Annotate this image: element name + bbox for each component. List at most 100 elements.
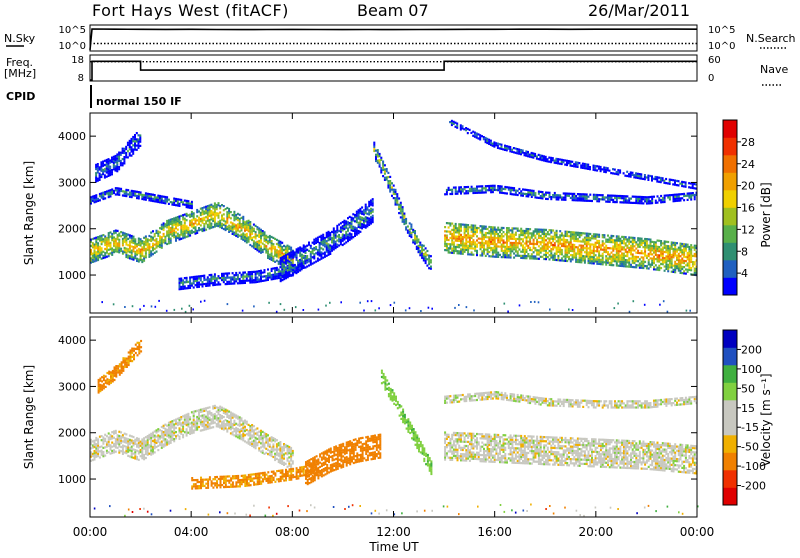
scatter-cell xyxy=(373,146,375,148)
scatter-cell xyxy=(671,256,673,258)
scatter-cell xyxy=(184,285,186,287)
scatter-cell xyxy=(584,241,586,243)
scatter-cell xyxy=(368,220,370,222)
scatter-cell xyxy=(106,165,108,167)
scatter-cell xyxy=(120,235,122,237)
scatter-cell xyxy=(639,267,641,269)
scatter-cell xyxy=(320,243,322,245)
scatter-cell xyxy=(596,242,598,244)
scatter-cell xyxy=(168,234,170,236)
scatter-cell xyxy=(214,205,216,207)
scatter-cell xyxy=(674,269,676,271)
scatter-cell xyxy=(559,247,561,249)
scatter-cell xyxy=(354,233,356,235)
scatter-cell xyxy=(125,152,127,154)
scatter-cell xyxy=(674,244,676,246)
scatter-cell xyxy=(186,277,188,279)
scatter-cell xyxy=(588,260,590,262)
scatter-cell xyxy=(646,246,648,248)
scatter-cell xyxy=(118,190,120,192)
scatter-cell xyxy=(239,218,241,220)
scatter-cell xyxy=(223,209,225,211)
scatter-cell xyxy=(230,211,232,213)
scatter-cell xyxy=(125,250,127,252)
scatter-cell xyxy=(326,240,328,242)
nave-label: Nave xyxy=(760,63,788,76)
scatter-cell xyxy=(161,197,163,199)
scatter-cell xyxy=(156,240,158,242)
scatter-cell xyxy=(510,248,512,250)
scatter-cell xyxy=(99,199,101,201)
scatter-cell xyxy=(600,198,602,200)
scatter-cell xyxy=(326,232,328,234)
scatter-cell xyxy=(644,238,646,240)
scatter-cell xyxy=(117,246,119,248)
scatter-cell xyxy=(214,221,216,223)
scatter-cell xyxy=(671,264,673,266)
scatter-cell xyxy=(214,209,216,211)
scatter-cell xyxy=(465,241,467,243)
scatter-cell xyxy=(111,161,113,163)
scatter-cell xyxy=(117,441,119,443)
scatter-cell xyxy=(414,238,416,240)
scatter-cell xyxy=(111,254,113,256)
scatter-cell xyxy=(460,192,462,194)
scatter-cell xyxy=(102,455,104,457)
scatter-cell xyxy=(94,201,96,203)
scatter-cell xyxy=(156,230,158,232)
scatter-cell xyxy=(488,247,490,249)
scatter-cell xyxy=(518,153,520,155)
scatter-cell xyxy=(648,253,650,255)
scatter-cell xyxy=(611,252,613,254)
scatter-cell xyxy=(145,244,147,246)
scatter-cell xyxy=(125,438,127,440)
scatter-cell xyxy=(95,456,97,458)
scatter-cell xyxy=(501,235,503,237)
scatter-cell xyxy=(354,216,356,218)
scatter-cell xyxy=(196,219,198,221)
scatter-cell xyxy=(508,254,510,256)
scatter-cell xyxy=(285,248,287,250)
scatter-cell xyxy=(674,246,676,248)
scatter-cell xyxy=(133,242,135,244)
scatter-cell xyxy=(671,260,673,262)
scatter-cell xyxy=(419,254,421,256)
scatter-cell xyxy=(565,258,567,260)
scatter-cell xyxy=(136,260,138,262)
scatter-cell xyxy=(396,195,398,197)
scatter-cell xyxy=(531,234,533,236)
scatter-cell xyxy=(140,244,142,246)
scatter-cell xyxy=(405,220,407,222)
scatter-cell xyxy=(136,245,138,247)
scatter-cell xyxy=(395,193,397,195)
scatter-cell xyxy=(113,192,115,194)
scatter-cell xyxy=(106,450,108,452)
scatter-cell xyxy=(671,248,673,250)
scatter-cell xyxy=(180,201,182,203)
scatter-cell xyxy=(108,234,110,236)
scatter-cell xyxy=(648,196,650,198)
scatter-cell xyxy=(664,251,666,253)
scatter-cell xyxy=(554,232,556,234)
scatter-cell xyxy=(626,265,628,267)
scatter-cell xyxy=(547,198,549,200)
scatter-cell xyxy=(258,234,260,236)
scatter-cell xyxy=(494,226,496,228)
scatter-cell xyxy=(251,245,253,247)
scatter-cell xyxy=(522,249,524,251)
scatter-cell xyxy=(655,178,657,180)
scatter-cell xyxy=(472,188,474,190)
scatter-cell xyxy=(280,274,282,276)
scatter-cell xyxy=(561,245,563,247)
scatter-cell xyxy=(515,148,517,150)
scatter-cell xyxy=(637,177,639,179)
scatter-cell xyxy=(681,268,683,270)
scatter-cell xyxy=(510,238,512,240)
scatter-cell xyxy=(580,245,582,247)
scatter-cell xyxy=(308,260,310,262)
scatter-cell xyxy=(175,223,177,225)
scatter-cell xyxy=(619,244,621,246)
scatter-cell xyxy=(460,253,462,255)
scatter-cell xyxy=(605,259,607,261)
scatter-cell xyxy=(538,191,540,193)
